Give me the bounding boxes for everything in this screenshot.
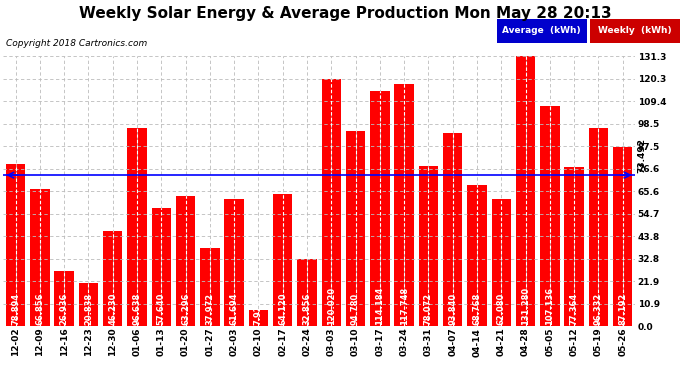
Bar <box>297 259 317 326</box>
Text: 120.020: 120.020 <box>327 287 336 325</box>
Text: 107.136: 107.136 <box>545 287 554 325</box>
Bar <box>370 92 390 326</box>
Text: 114.184: 114.184 <box>375 287 384 325</box>
Text: 93.840: 93.840 <box>448 293 457 325</box>
Text: Copyright 2018 Cartronics.com: Copyright 2018 Cartronics.com <box>6 39 147 48</box>
Bar <box>273 194 293 326</box>
Text: 94.780: 94.780 <box>351 293 360 325</box>
Text: 37.972: 37.972 <box>206 293 215 325</box>
Bar <box>224 200 244 326</box>
Bar <box>152 208 171 326</box>
Bar <box>346 131 365 326</box>
Bar <box>443 133 462 326</box>
Text: 78.072: 78.072 <box>424 293 433 325</box>
Bar <box>467 185 486 326</box>
Bar <box>30 189 50 326</box>
Bar <box>79 284 98 326</box>
Text: 26.936: 26.936 <box>59 293 69 325</box>
Bar <box>6 164 26 326</box>
Bar <box>395 84 414 326</box>
Text: 20.838: 20.838 <box>84 293 93 325</box>
Bar <box>516 56 535 326</box>
Bar <box>103 231 122 326</box>
Bar <box>589 128 608 326</box>
Bar <box>248 310 268 326</box>
Bar <box>176 196 195 326</box>
Text: 96.332: 96.332 <box>594 293 603 325</box>
Text: 63.296: 63.296 <box>181 293 190 325</box>
Bar <box>613 147 632 326</box>
Text: 61.694: 61.694 <box>230 293 239 325</box>
Bar <box>419 166 438 326</box>
Text: 66.856: 66.856 <box>35 293 44 325</box>
Bar <box>564 167 584 326</box>
Text: Average  (kWh): Average (kWh) <box>502 26 581 36</box>
Text: 73.492: 73.492 <box>638 138 647 173</box>
Bar <box>55 271 74 326</box>
Text: Weekly Solar Energy & Average Production Mon May 28 20:13: Weekly Solar Energy & Average Production… <box>79 6 611 21</box>
Text: 32.856: 32.856 <box>302 293 311 325</box>
Text: 117.748: 117.748 <box>400 287 408 325</box>
Bar <box>127 128 147 326</box>
Text: 131.280: 131.280 <box>521 287 530 325</box>
Bar <box>540 106 560 326</box>
Text: 78.894: 78.894 <box>11 293 20 325</box>
Bar <box>491 199 511 326</box>
Text: 64.120: 64.120 <box>278 293 287 325</box>
Text: 68.768: 68.768 <box>473 293 482 325</box>
Bar <box>200 248 219 326</box>
Text: 7.926: 7.926 <box>254 299 263 325</box>
Text: 46.230: 46.230 <box>108 293 117 325</box>
Bar <box>322 80 341 326</box>
Text: 87.192: 87.192 <box>618 293 627 325</box>
Text: Weekly  (kWh): Weekly (kWh) <box>598 26 671 36</box>
Text: 77.364: 77.364 <box>569 293 579 325</box>
Text: 62.080: 62.080 <box>497 293 506 325</box>
Text: 73.492: 73.492 <box>0 138 1 173</box>
Text: 96.638: 96.638 <box>132 293 141 325</box>
Text: 57.640: 57.640 <box>157 293 166 325</box>
